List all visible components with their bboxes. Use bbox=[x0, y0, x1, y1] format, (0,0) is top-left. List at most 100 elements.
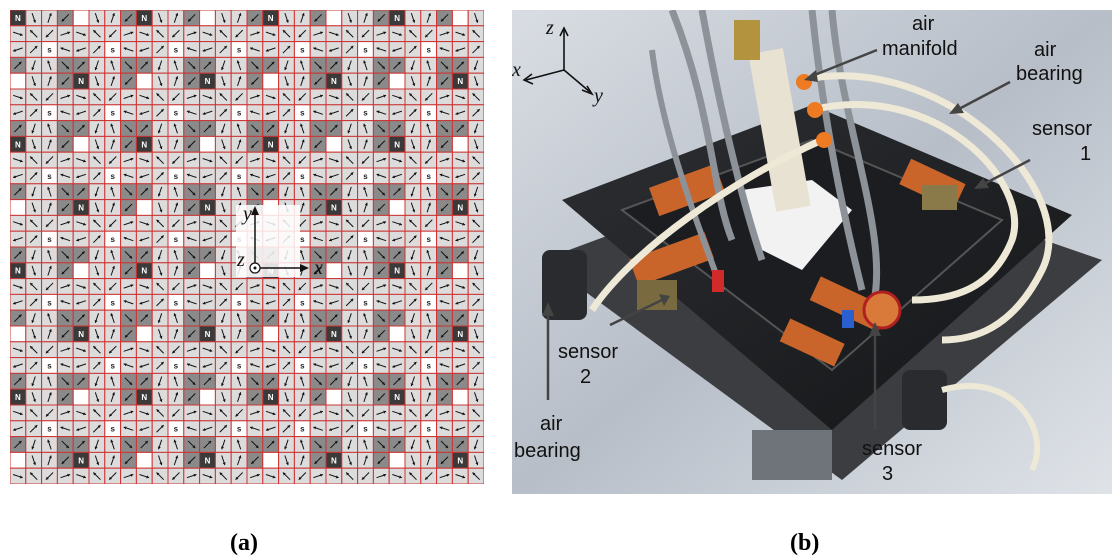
magnetization-arrow bbox=[410, 186, 415, 197]
magnetization-arrow bbox=[363, 60, 368, 71]
magnetization-arrow bbox=[363, 328, 368, 339]
magnetization-arrow bbox=[187, 124, 196, 133]
magnetization-arrow bbox=[202, 410, 213, 416]
magnetization-arrow bbox=[472, 361, 481, 370]
magnetization-arrow bbox=[440, 393, 449, 402]
magnetization-arrow bbox=[300, 12, 305, 23]
magnetization-arrow bbox=[76, 410, 87, 416]
air-bearing-front bbox=[902, 370, 947, 430]
magnetization-arrow bbox=[410, 60, 415, 71]
magnetization-arrow bbox=[473, 186, 479, 197]
magnetization-arrow bbox=[426, 139, 431, 150]
magnetization-arrow bbox=[410, 249, 415, 260]
south-pole-label: s bbox=[300, 235, 305, 244]
magnetization-arrow bbox=[392, 363, 403, 368]
magnetization-arrow bbox=[426, 265, 431, 276]
magnetization-arrow bbox=[124, 203, 133, 212]
magnetization-arrow bbox=[139, 474, 150, 479]
magnetization-arrow bbox=[124, 124, 133, 133]
magnetization-arrow bbox=[345, 171, 354, 180]
magnetization-arrow bbox=[124, 393, 133, 402]
magnetization-arrow bbox=[347, 76, 352, 87]
magnetization-arrow bbox=[439, 47, 450, 52]
magnetization-arrow bbox=[94, 439, 99, 450]
magnetization-arrow bbox=[124, 440, 133, 449]
magnetization-arrow bbox=[60, 410, 71, 415]
magnetization-arrow bbox=[282, 108, 291, 117]
magnetization-arrow bbox=[173, 328, 179, 339]
magnetization-arrow bbox=[284, 313, 289, 324]
magnetization-arrow bbox=[123, 157, 134, 163]
magnetization-arrow bbox=[140, 124, 149, 133]
magnetization-arrow bbox=[361, 408, 370, 417]
magnetization-arrow bbox=[123, 363, 134, 368]
magnetization-arrow bbox=[94, 139, 100, 150]
magnetization-arrow bbox=[424, 345, 433, 354]
magnetization-arrow bbox=[376, 110, 387, 115]
magnetization-arrow bbox=[300, 455, 305, 466]
magnetization-arrow bbox=[313, 94, 324, 99]
magnet-cell bbox=[451, 10, 469, 27]
magnetization-arrow bbox=[329, 314, 338, 323]
magnetization-arrow bbox=[392, 237, 403, 242]
magnetization-arrow bbox=[328, 31, 339, 36]
magnetization-arrow bbox=[156, 424, 165, 433]
magnetization-arrow bbox=[265, 173, 276, 179]
magnetization-arrow bbox=[124, 187, 133, 196]
magnetization-arrow bbox=[29, 424, 38, 433]
magnetization-arrow bbox=[284, 376, 289, 387]
magnetization-arrow bbox=[61, 314, 70, 323]
magnetization-arrow bbox=[171, 282, 180, 291]
magnetization-arrow bbox=[124, 250, 133, 259]
magnetization-arrow bbox=[440, 377, 449, 386]
south-pole-label: s bbox=[426, 235, 431, 244]
magnetization-arrow bbox=[455, 47, 466, 52]
magnetization-arrow bbox=[313, 473, 324, 479]
magnetization-arrow bbox=[392, 347, 403, 352]
magnetization-arrow bbox=[140, 440, 149, 449]
magnetization-arrow bbox=[123, 410, 134, 415]
north-pole-label: N bbox=[15, 393, 21, 402]
north-pole-label: N bbox=[205, 330, 211, 339]
magnetization-arrow bbox=[313, 110, 324, 115]
magnetization-arrow bbox=[156, 472, 165, 481]
magnetization-arrow bbox=[424, 92, 433, 101]
photo-axes bbox=[522, 26, 594, 96]
magnetization-arrow bbox=[313, 221, 324, 226]
magnet-cell bbox=[325, 10, 343, 27]
magnetization-arrow bbox=[92, 424, 101, 433]
magnetization-arrow bbox=[426, 392, 431, 403]
magnetization-arrow bbox=[363, 139, 368, 150]
magnetization-arrow bbox=[47, 455, 52, 466]
magnetization-arrow bbox=[219, 472, 228, 481]
magnetization-arrow bbox=[363, 249, 368, 260]
magnetization-arrow bbox=[203, 61, 212, 70]
magnetization-arrow bbox=[140, 314, 149, 323]
magnetization-arrow bbox=[298, 345, 307, 354]
magnetization-arrow bbox=[60, 363, 71, 368]
magnetization-arrow bbox=[47, 202, 52, 213]
magnet-cell bbox=[451, 262, 469, 280]
magnetization-arrow bbox=[282, 298, 291, 307]
magnetization-arrow bbox=[237, 392, 242, 403]
magnetization-arrow bbox=[345, 219, 354, 228]
magnetization-arrow bbox=[300, 313, 305, 324]
north-pole-label: N bbox=[331, 77, 337, 86]
magnetization-arrow bbox=[110, 439, 115, 450]
magnetization-arrow bbox=[426, 455, 431, 466]
magnetization-arrow bbox=[29, 92, 38, 101]
magnetization-arrow bbox=[392, 284, 403, 289]
magnetization-arrow bbox=[173, 439, 178, 450]
magnetization-arrow bbox=[77, 61, 86, 70]
south-pole-label: s bbox=[174, 425, 179, 434]
magnetization-arrow bbox=[472, 235, 481, 244]
south-pole-label: s bbox=[426, 425, 431, 434]
magnetization-arrow bbox=[408, 345, 417, 354]
magnetization-arrow bbox=[139, 173, 150, 179]
magnetization-arrow bbox=[221, 202, 226, 213]
magnetization-arrow bbox=[202, 173, 213, 179]
magnetization-arrow bbox=[186, 347, 197, 352]
magnetization-arrow bbox=[345, 45, 354, 54]
magnetization-arrow bbox=[440, 440, 449, 449]
magnetization-arrow bbox=[202, 363, 213, 368]
